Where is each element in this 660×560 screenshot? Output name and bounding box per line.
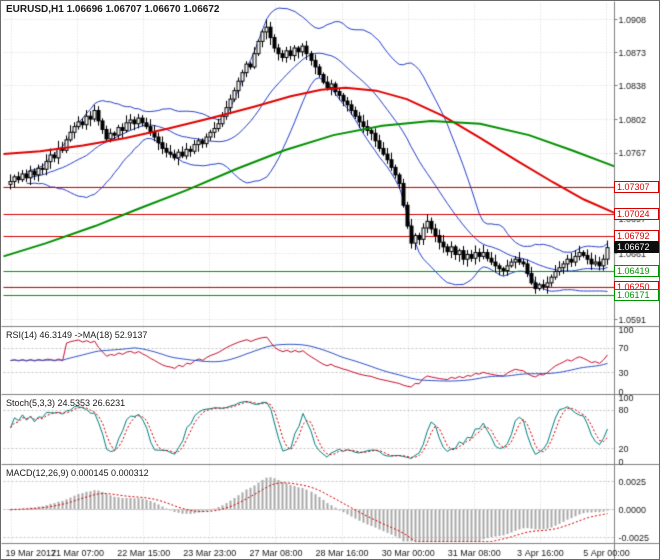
symbol-ohlc-header: EURUSD,H1 1.06696 1.06707 1.06670 1.0667… — [6, 4, 220, 15]
rsi-pane-label: RSI(14) 46.3149 ->MA(18) 52.9137 — [6, 330, 148, 340]
macd-pane-label: MACD(12,26,9) 0.000145 0.000312 — [6, 468, 149, 478]
current-price-tag: 1.06672 — [614, 241, 659, 254]
hline-price-tag: 1.06171 — [614, 288, 659, 301]
hline-price-tag: 1.06419 — [614, 265, 659, 278]
hline-price-tag: 1.06792 — [614, 229, 659, 242]
stoch-pane-label: Stoch(5,3,3) 24.5353 26.6231 — [6, 398, 126, 408]
hline-price-tag: 1.07024 — [614, 207, 659, 220]
hline-price-tag: 1.07307 — [614, 181, 659, 193]
